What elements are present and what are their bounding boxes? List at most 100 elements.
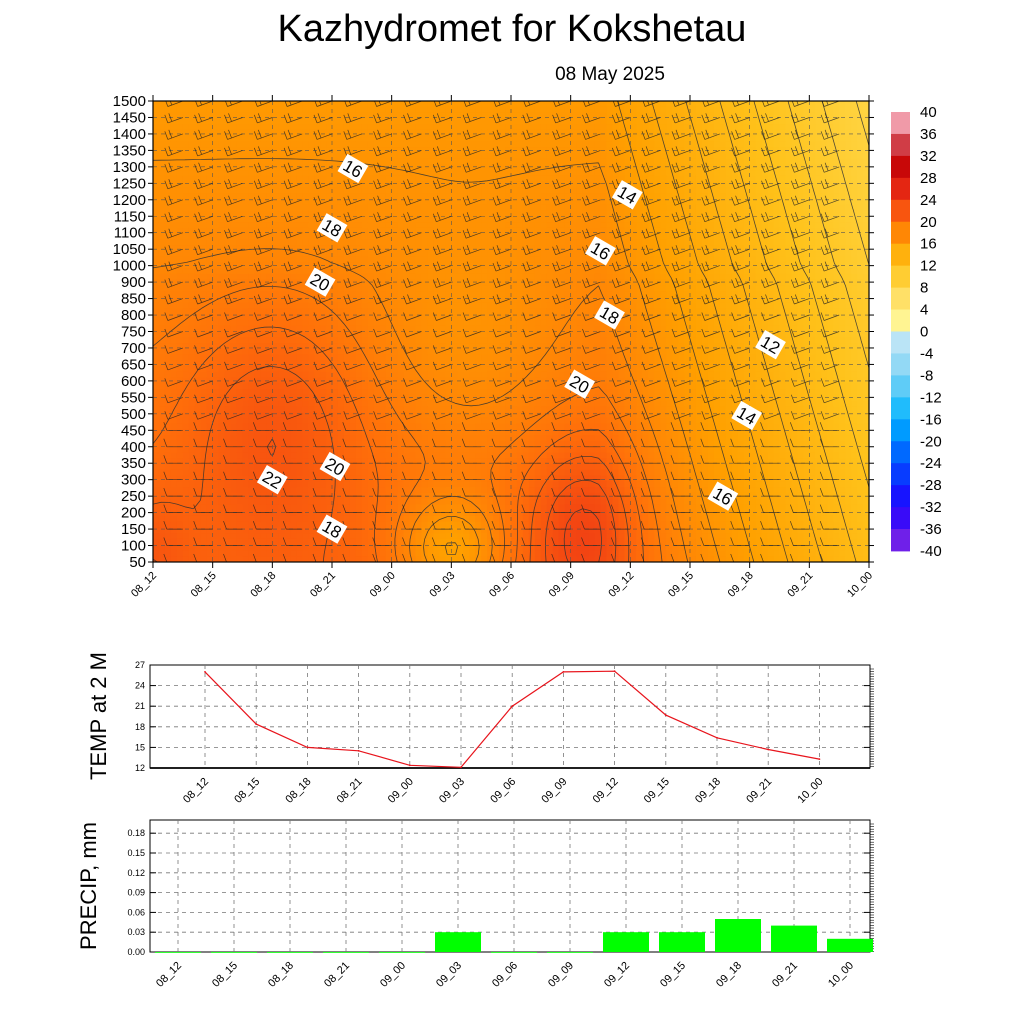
heatmap-cell: [302, 527, 309, 534]
heatmap-cell: [308, 487, 315, 494]
heatmap-cell: [308, 296, 315, 304]
heatmap-cell: [200, 446, 208, 454]
heatmap-cell: [385, 187, 393, 194]
heatmap-cell: [463, 458, 470, 465]
heatmap-cell: [337, 550, 345, 557]
heatmap-cell: [355, 440, 363, 448]
heatmap-cell: [284, 279, 291, 286]
heatmap-cell: [224, 239, 232, 246]
heatmap-cell: [337, 112, 345, 119]
heatmap-cell: [296, 291, 303, 298]
heatmap-cell: [242, 239, 250, 246]
heatmap-cell: [200, 400, 208, 408]
heatmap-cell: [505, 158, 512, 165]
heatmap-cell: [373, 210, 381, 217]
heatmap-cell: [284, 475, 291, 482]
heatmap-cell: [469, 222, 476, 229]
heatmap-cell: [373, 331, 381, 338]
heatmap-cell: [445, 498, 452, 505]
heatmap-cell: [337, 268, 345, 275]
heatmap-cell: [218, 475, 226, 482]
heatmap-cell: [451, 118, 458, 125]
heatmap-cell: [266, 527, 273, 534]
heatmap-cell: [212, 118, 220, 125]
heatmap-cell: [469, 106, 476, 114]
heatmap-cell: [296, 544, 303, 552]
heatmap-cell: [176, 141, 184, 148]
heatmap-cell: [194, 412, 202, 419]
heatmap-cell: [212, 262, 220, 269]
heatmap-cell: [385, 435, 393, 442]
heatmap-cell: [260, 112, 267, 119]
heatmap-cell: [284, 262, 291, 269]
heatmap-cell: [153, 440, 160, 448]
heatmap-cell: [188, 417, 196, 425]
heatmap-cell: [320, 141, 327, 148]
heatmap-cell: [445, 435, 452, 442]
heatmap-cell: [439, 394, 446, 402]
heatmap-cell: [475, 308, 482, 315]
heatmap-cell: [164, 498, 172, 505]
heatmap-cell: [272, 331, 279, 338]
heatmap-cell: [469, 371, 476, 379]
heatmap-cell: [433, 250, 440, 258]
heatmap-cell: [218, 498, 226, 505]
heatmap-cell: [355, 423, 363, 431]
heatmap-cell: [367, 158, 375, 165]
heatmap-cell: [278, 389, 285, 396]
heatmap-cell: [516, 337, 524, 344]
heatmap-cell: [475, 435, 482, 442]
heatmap-cell: [332, 118, 339, 125]
heatmap-cell: [367, 458, 375, 465]
heatmap-cell: [516, 198, 524, 206]
heatmap-cell: [176, 348, 184, 356]
heatmap-cell: [236, 400, 244, 408]
heatmap-cell: [457, 533, 464, 540]
heatmap-cell: [308, 389, 315, 396]
heatmap-cell: [164, 204, 172, 212]
heatmap-cell: [481, 129, 488, 137]
heatmap-cell: [176, 406, 184, 413]
heatmap-cell: [439, 141, 446, 148]
heatmap-cell: [176, 245, 184, 252]
heatmap-cell: [332, 383, 339, 390]
heatmap-cell: [254, 475, 261, 482]
heatmap-cell: [284, 538, 291, 546]
heatmap-cell: [415, 538, 423, 546]
heatmap-cell: [296, 343, 303, 350]
heatmap-cell: [487, 371, 494, 379]
heatmap-cell: [320, 504, 327, 511]
heatmap-cell: [361, 181, 369, 189]
heatmap-cell: [516, 556, 524, 562]
heatmap-cell: [224, 135, 232, 142]
heatmap-cell: [451, 222, 458, 229]
heatmap-cell: [355, 371, 363, 379]
heatmap-cell: [403, 141, 411, 148]
heatmap-cell: [188, 170, 196, 177]
heatmap-cell: [397, 141, 405, 148]
heatmap-cell: [451, 204, 458, 212]
heatmap-cell: [242, 325, 250, 333]
heatmap-cell: [397, 527, 405, 534]
heatmap-cell: [433, 423, 440, 431]
heatmap-cell: [349, 112, 357, 119]
heatmap-cell: [272, 533, 279, 540]
heatmap-cell: [290, 452, 297, 459]
heatmap-cell: [457, 239, 464, 246]
heatmap-cell: [415, 314, 423, 321]
heatmap-cell: [391, 124, 399, 131]
heatmap-cell: [337, 256, 345, 263]
heatmap-cell: [248, 314, 256, 321]
heatmap-cell: [182, 118, 190, 125]
heatmap-cell: [355, 250, 363, 258]
heatmap-cell: [427, 458, 435, 465]
heatmap-cell: [206, 400, 214, 408]
heatmap-cell: [343, 371, 351, 379]
heatmap-cell: [284, 135, 291, 142]
heatmap-cell: [403, 429, 411, 436]
heatmap-cell: [505, 256, 512, 263]
heatmap-cell: [457, 510, 464, 517]
heatmap-cell: [320, 533, 327, 540]
heatmap-cell: [469, 383, 476, 390]
heatmap-cell: [320, 412, 327, 419]
